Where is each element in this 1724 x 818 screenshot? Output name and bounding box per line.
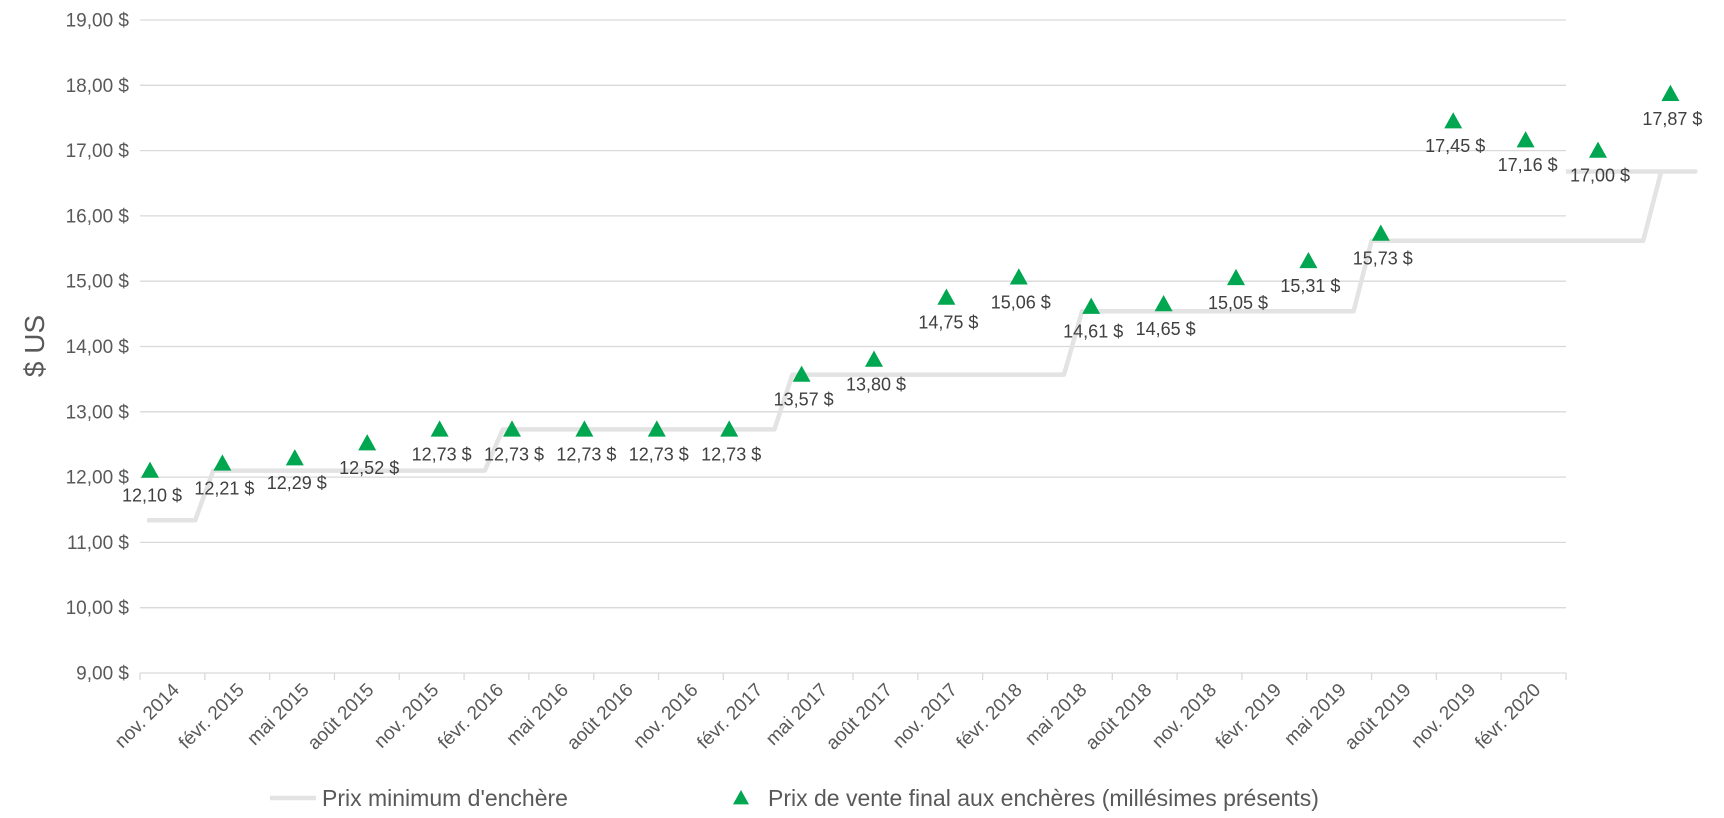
- data-label: 12,73 $: [701, 444, 761, 464]
- y-tick-label: 11,00 $: [67, 533, 129, 554]
- data-point-triangle: [503, 420, 521, 437]
- x-tick-label: nov. 2015: [370, 680, 443, 753]
- data-point-triangle: [1082, 297, 1101, 314]
- y-tick-label: 13,00 $: [66, 402, 130, 423]
- y-axis-label: $ US: [19, 315, 50, 377]
- x-tick-label: févr. 2015: [175, 680, 249, 754]
- data-label: 17,16 $: [1498, 155, 1558, 175]
- data-point-triangle: [1009, 268, 1028, 285]
- x-tick-label: nov. 2014: [111, 679, 184, 752]
- y-tick-label: 12,00 $: [66, 468, 130, 489]
- x-tick-label: août 2018: [1082, 680, 1157, 755]
- data-point-triangle: [1227, 268, 1245, 286]
- data-label: 17,00 $: [1570, 166, 1630, 186]
- y-tick-label: 10,00 $: [66, 598, 130, 619]
- data-point-triangle: [1299, 251, 1318, 269]
- data-label: 17,87 $: [1642, 109, 1702, 129]
- data-label: 14,61 $: [1063, 322, 1123, 342]
- x-tick-label: août 2019: [1341, 680, 1416, 755]
- data-label: 12,73 $: [629, 444, 689, 464]
- data-point-triangle: [937, 288, 956, 305]
- data-point-triangle: [792, 365, 811, 382]
- y-tick-label: 18,00 $: [66, 76, 130, 97]
- legend-swatch-triangle: [733, 790, 749, 805]
- data-label: 12,21 $: [194, 478, 254, 498]
- data-point-triangle: [358, 434, 377, 451]
- x-tick-label: nov. 2019: [1407, 680, 1480, 753]
- series-prix-final: [141, 84, 1680, 478]
- x-tick-label: nov. 2018: [1148, 680, 1221, 753]
- x-tick-label: févr. 2017: [693, 680, 767, 754]
- x-tick-label: févr. 2019: [1212, 680, 1286, 754]
- data-label: 14,75 $: [918, 313, 978, 333]
- data-label: 13,80 $: [846, 375, 906, 395]
- x-tick-label: août 2016: [563, 680, 638, 755]
- data-point-triangle: [720, 420, 739, 437]
- data-point-triangle: [647, 420, 666, 437]
- y-tick-label: 19,00 $: [66, 11, 130, 32]
- data-label: 12,52 $: [339, 458, 399, 478]
- gridlines: [140, 19, 1566, 609]
- x-tick-label: nov. 2016: [630, 680, 703, 753]
- legend: Prix minimum d'enchère Prix de vente fin…: [270, 785, 1319, 811]
- data-label: 14,65 $: [1136, 319, 1196, 339]
- series-prix-minimum: [147, 169, 1698, 523]
- y-tick-label: 17,00 $: [66, 141, 130, 162]
- data-label: 15,05 $: [1208, 293, 1268, 313]
- data-label: 15,06 $: [991, 292, 1051, 312]
- data-label: 12,73 $: [556, 444, 616, 464]
- data-labels: 12,10 $ 12,21 $ 12,29 $ 12,52 $ 12,73 $ 12,73…: [122, 109, 1702, 506]
- y-axis-ticks: 9,00 $ 10,00 $ 11,00 $ 12,00 $ 13,00 $ 14,00 …: [66, 11, 130, 685]
- data-point-triangle: [213, 454, 232, 471]
- data-label: 12,29 $: [267, 473, 327, 493]
- x-tick-label: août 2017: [822, 680, 897, 755]
- data-point-triangle: [865, 350, 883, 367]
- x-tick-label: nov. 2017: [889, 680, 962, 753]
- data-label: 12,73 $: [484, 444, 544, 464]
- x-tick-label: févr. 2020: [1471, 680, 1545, 754]
- legend-label-final: Prix de vente final aux enchères (millés…: [768, 785, 1319, 811]
- data-label: 15,73 $: [1353, 249, 1413, 269]
- data-point-triangle: [575, 420, 594, 437]
- series-line-min: [147, 169, 1698, 523]
- x-tick-label: août 2015: [304, 680, 379, 755]
- data-point-triangle: [1589, 141, 1607, 158]
- data-label: 15,31 $: [1280, 276, 1340, 296]
- data-point-triangle: [141, 461, 159, 478]
- data-point-triangle: [285, 449, 304, 466]
- y-tick-label: 9,00 $: [76, 664, 129, 685]
- data-point-triangle: [1516, 131, 1535, 148]
- y-tick-label: 15,00 $: [66, 272, 130, 293]
- x-tick-label: févr. 2018: [953, 680, 1027, 754]
- data-point-triangle: [1154, 295, 1173, 312]
- legend-label-min: Prix minimum d'enchère: [322, 785, 568, 811]
- data-label: 13,57 $: [774, 390, 834, 410]
- data-label: 12,73 $: [412, 444, 472, 464]
- y-tick-label: 16,00 $: [66, 206, 130, 227]
- data-point-triangle: [1371, 224, 1390, 241]
- data-label: 17,45 $: [1425, 136, 1485, 156]
- data-point-triangle: [430, 420, 449, 437]
- data-point-triangle: [1661, 84, 1680, 101]
- data-point-triangle: [1444, 112, 1463, 129]
- y-tick-label: 14,00 $: [66, 337, 130, 358]
- x-tick-label: févr. 2016: [434, 680, 508, 754]
- data-label: 12,10 $: [122, 486, 182, 506]
